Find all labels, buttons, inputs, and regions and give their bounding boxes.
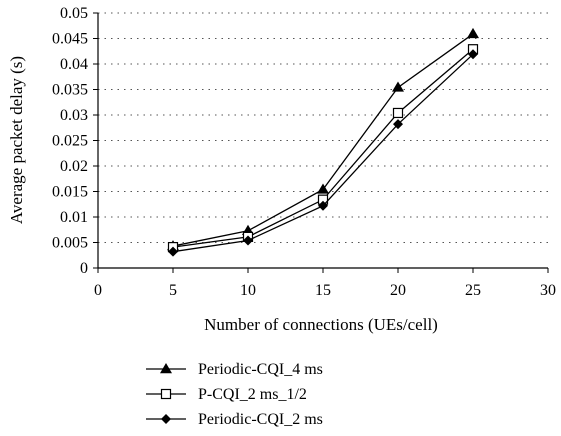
- tick-labels: 0 0.005 0.01 0.015 0.02 0.025 0.03 0.035 0.04 0.0…: [52, 5, 556, 299]
- series-lines: [167, 27, 479, 257]
- data-point: [243, 235, 253, 246]
- x-tick-label: 15: [315, 282, 331, 299]
- data-point: [168, 246, 178, 257]
- legend-item: P-CQI_2 ms_1/2: [146, 386, 307, 403]
- y-tick-label: 0.045: [52, 31, 88, 48]
- legend-marker: [161, 414, 171, 424]
- legend: Periodic-CQI_4 ms P-CQI_2 ms_1/2 Periodic-…: [146, 361, 323, 428]
- legend-item: Periodic-CQI_4 ms: [146, 361, 323, 378]
- series-2: [167, 44, 479, 253]
- legend-label: P-CQI_2 ms_1/2: [198, 386, 307, 403]
- x-axis-title: Number of connections (UEs/cell): [204, 315, 438, 334]
- y-tick-label: 0.02: [60, 158, 88, 175]
- legend-item: Periodic-CQI_2 ms: [146, 411, 323, 428]
- y-tick-label: 0.005: [52, 235, 88, 252]
- data-point: [467, 27, 479, 39]
- x-tick-label: 25: [465, 282, 481, 299]
- legend-label: Periodic-CQI_2 ms: [198, 411, 323, 428]
- y-tick-label: 0: [80, 260, 88, 277]
- y-tick-label: 0.05: [60, 5, 88, 22]
- data-point: [392, 81, 404, 92]
- series-1: [167, 27, 479, 251]
- x-tick-label: 10: [240, 282, 256, 299]
- data-point: [392, 107, 404, 119]
- y-tick-label: 0.01: [60, 209, 88, 226]
- data-point: [318, 200, 328, 211]
- y-tick-label: 0.04: [60, 56, 88, 73]
- legend-label: Periodic-CQI_4 ms: [198, 361, 323, 378]
- y-tick-label: 0.03: [60, 107, 88, 124]
- legend-marker: [160, 363, 172, 374]
- y-axis-title: Average packet delay (s): [7, 56, 26, 224]
- series-line: [172, 33, 474, 247]
- series-line: [172, 48, 474, 248]
- x-tick-label: 5: [169, 282, 177, 299]
- y-tick-label: 0.035: [52, 82, 88, 99]
- x-tick-label: 30: [540, 282, 556, 299]
- axes: [93, 12, 549, 273]
- y-tick-label: 0.015: [52, 184, 88, 201]
- series-line: [172, 53, 474, 253]
- data-point: [393, 119, 403, 130]
- x-tick-label: 20: [390, 282, 406, 299]
- series-3: [168, 49, 478, 257]
- data-point: [468, 49, 478, 60]
- y-tick-label: 0.025: [52, 133, 88, 150]
- data-point: [317, 183, 329, 194]
- x-tick-label: 0: [94, 282, 102, 299]
- legend-marker: [160, 388, 172, 400]
